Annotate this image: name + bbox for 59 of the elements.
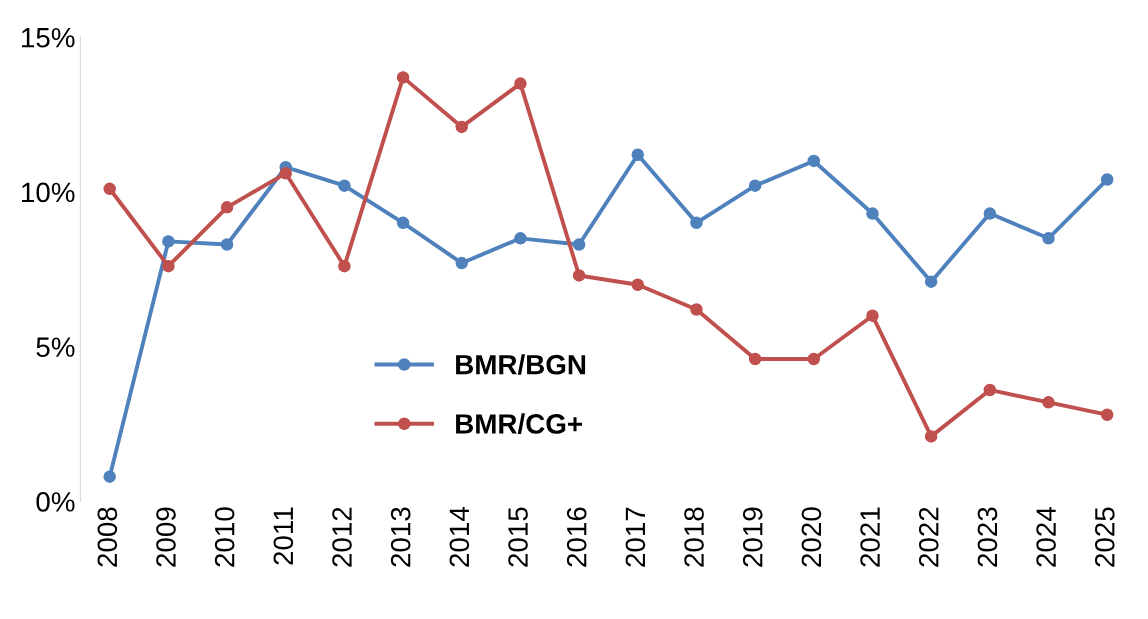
legend-label: BMR/BGN — [456, 354, 586, 375]
point — [866, 309, 879, 322]
point — [924, 275, 938, 288]
point — [748, 179, 762, 192]
point — [338, 179, 351, 192]
x-tick-label: 2021 — [860, 507, 880, 567]
point — [162, 235, 175, 248]
point — [1042, 396, 1055, 409]
y-tick-label: 0% — [36, 492, 75, 512]
x-tick-label: 2017 — [625, 507, 646, 567]
point — [455, 256, 469, 270]
legend-label: BMR/CG+ — [456, 413, 582, 435]
point — [983, 207, 997, 220]
point — [572, 269, 586, 282]
point — [338, 259, 351, 273]
point — [396, 216, 410, 230]
point — [807, 154, 821, 168]
point — [162, 259, 175, 273]
point — [983, 383, 997, 397]
point — [514, 77, 527, 90]
x-tick-label: 2011 — [273, 507, 294, 565]
y-tick-label: 10% — [22, 182, 75, 203]
point — [103, 470, 116, 483]
x-tick-label: 2025 — [1094, 507, 1115, 567]
point — [690, 303, 703, 316]
point — [572, 238, 586, 251]
point — [396, 71, 410, 84]
point — [279, 167, 292, 180]
x-tick-label: 2023 — [977, 507, 998, 567]
point — [807, 352, 821, 366]
point — [631, 278, 645, 291]
point — [748, 352, 762, 366]
x-tick-label: 2020 — [801, 507, 822, 567]
x-tick-label: 2012 — [332, 507, 352, 567]
x-tick-label: 2013 — [390, 507, 411, 567]
x-tick-label: 2008 — [97, 507, 118, 567]
point — [514, 232, 527, 245]
x-tick-label: 2018 — [684, 507, 704, 567]
x-tick-label: 2010 — [214, 507, 235, 567]
point — [866, 207, 879, 220]
x-tick-label: 2015 — [508, 507, 528, 567]
y-tick-label: 5% — [36, 337, 75, 357]
point — [1100, 173, 1114, 186]
x-tick-label: 2024 — [1036, 507, 1056, 567]
x-tick-label: 2016 — [566, 507, 587, 567]
point — [631, 148, 645, 162]
point — [220, 201, 234, 214]
point — [220, 238, 234, 251]
point — [1100, 408, 1114, 421]
point — [455, 120, 469, 134]
point — [1042, 232, 1055, 245]
point — [690, 216, 703, 230]
point — [924, 430, 938, 443]
point — [103, 182, 116, 196]
x-tick-label: 2022 — [918, 507, 939, 567]
x-tick-label: 2019 — [742, 507, 763, 567]
x-tick-label: 2009 — [156, 507, 176, 567]
x-tick-label: 2014 — [449, 507, 470, 567]
y-tick-label: 15% — [22, 27, 75, 48]
